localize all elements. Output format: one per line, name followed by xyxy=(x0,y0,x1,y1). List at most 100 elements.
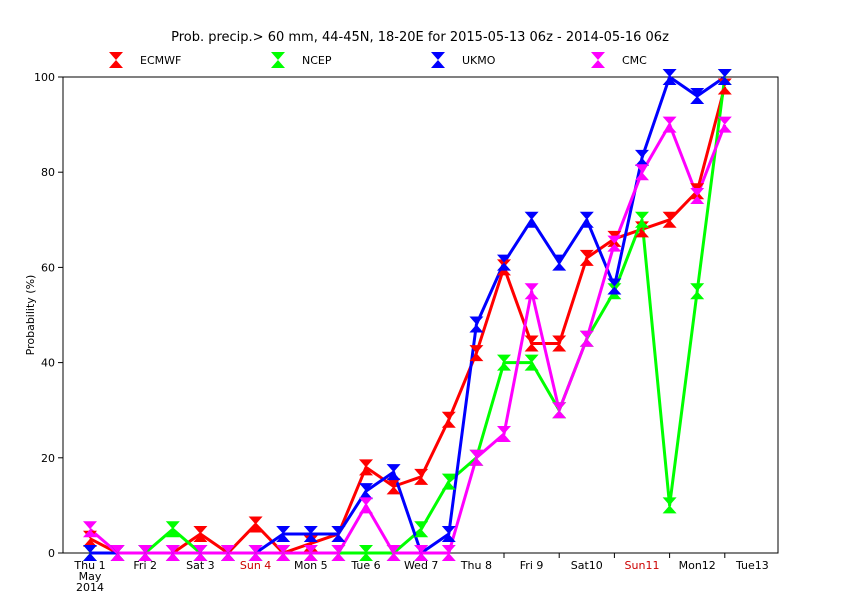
x-tick-label: Tue 6 xyxy=(350,559,380,572)
data-point-ncep xyxy=(165,521,180,538)
x-tick-label: Mon12 xyxy=(679,559,716,572)
data-point-ncep xyxy=(690,283,705,300)
x-tick-label: Sun11 xyxy=(625,559,660,572)
data-point-ecmwf xyxy=(524,335,539,352)
data-point-cmc xyxy=(414,545,429,561)
y-tick-label: 80 xyxy=(41,166,55,179)
data-point-ukmo xyxy=(579,211,594,228)
data-point-ncep xyxy=(607,283,622,300)
x-tick-label: Sun 4 xyxy=(240,559,271,572)
data-point-cmc xyxy=(690,188,705,204)
data-point-cmc xyxy=(524,283,539,300)
series-line-cmc xyxy=(89,123,727,555)
data-point-ukmo xyxy=(359,483,373,500)
data-point-cmc xyxy=(276,545,291,561)
data-point-ukmo xyxy=(690,88,705,105)
data-point-cmc xyxy=(386,545,401,561)
data-point-ecmwf xyxy=(579,249,594,266)
data-point-ecmwf xyxy=(690,183,705,200)
legend-label-ukmo: UKMO xyxy=(462,54,496,67)
data-point-ukmo xyxy=(524,211,539,228)
data-point-cmc xyxy=(662,116,677,133)
data-point-ecmwf xyxy=(193,525,208,542)
x-tick-label: Fri 2 xyxy=(133,559,157,572)
data-point-ecmwf xyxy=(469,345,484,362)
data-point-cmc xyxy=(165,545,180,561)
data-point-cmc xyxy=(221,545,235,561)
data-point-cmc xyxy=(83,521,97,538)
data-point-ukmo xyxy=(331,525,346,542)
legend-marker-cmc xyxy=(591,52,605,68)
data-point-ncep xyxy=(497,354,511,371)
data-point-ukmo xyxy=(497,254,511,271)
data-point-ncep xyxy=(414,521,429,538)
y-tick-label: 20 xyxy=(41,452,55,465)
data-point-ukmo xyxy=(607,278,622,295)
series-markers xyxy=(83,69,732,561)
series-line-ecmwf xyxy=(89,86,727,555)
legend-marker-ecmwf xyxy=(109,52,123,68)
data-point-cmc xyxy=(469,449,484,466)
legend-label-ecmwf: ECMWF xyxy=(140,54,181,67)
legend-marker-ncep xyxy=(271,52,285,68)
x-tick-label: Thu 8 xyxy=(460,559,492,572)
x-tick-label: Mon 5 xyxy=(294,559,328,572)
data-point-ecmwf xyxy=(248,516,263,533)
data-point-cmc xyxy=(110,545,125,561)
legend-label-cmc: CMC xyxy=(622,54,647,67)
data-point-ecmwf xyxy=(607,230,622,247)
data-point-ecmwf xyxy=(662,211,677,228)
data-point-cmc xyxy=(303,545,318,561)
data-point-ecmwf xyxy=(497,259,511,276)
data-point-cmc xyxy=(552,402,567,419)
data-point-ukmo xyxy=(386,464,401,481)
data-point-ukmo xyxy=(469,316,484,333)
chart-title: Prob. precip.> 60 mm, 44-45N, 18-20E for… xyxy=(171,30,669,45)
legend: ECMWF NCEP UKMO CMC xyxy=(109,52,647,68)
data-point-ecmwf xyxy=(441,411,456,428)
data-point-ncep xyxy=(524,354,539,371)
legend-label-ncep: NCEP xyxy=(302,54,332,67)
data-point-ncep xyxy=(441,473,456,490)
data-point-ecmwf xyxy=(552,335,567,352)
data-point-ukmo xyxy=(303,525,318,542)
x-tick-label: Tue13 xyxy=(735,559,769,572)
data-point-cmc xyxy=(359,497,373,514)
x-tick-label: Sat 3 xyxy=(186,559,215,572)
data-point-cmc xyxy=(607,235,622,252)
y-tick-label: 100 xyxy=(34,71,55,84)
data-point-ukmo xyxy=(662,69,677,85)
data-point-ukmo xyxy=(276,525,291,542)
x-tick-label: Thu 1 May 2014 xyxy=(73,559,105,594)
data-point-cmc xyxy=(497,426,511,442)
x-tick-label: Fri 9 xyxy=(520,559,544,572)
data-point-cmc xyxy=(193,545,208,561)
data-point-ncep xyxy=(359,545,373,561)
data-point-ncep xyxy=(662,497,677,514)
data-point-ukmo xyxy=(552,254,567,271)
data-point-ecmwf xyxy=(386,478,401,495)
x-tick-label: Wed 7 xyxy=(404,559,438,572)
data-point-ukmo xyxy=(635,149,649,166)
y-tick-label: 60 xyxy=(41,261,55,274)
data-point-ukmo xyxy=(717,69,732,85)
legend-marker-ukmo xyxy=(431,52,445,68)
series-lines xyxy=(89,75,727,555)
y-tick-label: 40 xyxy=(41,357,55,370)
data-point-ecmwf xyxy=(414,468,429,485)
data-point-cmc xyxy=(248,545,263,561)
data-point-cmc xyxy=(635,164,649,181)
y-axis-label: Probability (%) xyxy=(24,275,37,356)
y-tick-label: 0 xyxy=(48,547,55,560)
data-point-cmc xyxy=(579,330,594,347)
data-point-cmc xyxy=(717,116,732,133)
data-point-ukmo xyxy=(83,545,97,561)
data-point-cmc xyxy=(331,545,346,561)
x-tick-label: Sat10 xyxy=(571,559,603,572)
axes: 0 20 40 60 80 100 Thu 1 May 2014 Fri 2 Sat 3 Sun 4 M… xyxy=(34,71,779,594)
data-point-ecmwf xyxy=(359,459,373,476)
data-point-cmc xyxy=(138,545,153,561)
data-point-ukmo xyxy=(441,525,456,542)
data-point-cmc xyxy=(441,545,456,561)
